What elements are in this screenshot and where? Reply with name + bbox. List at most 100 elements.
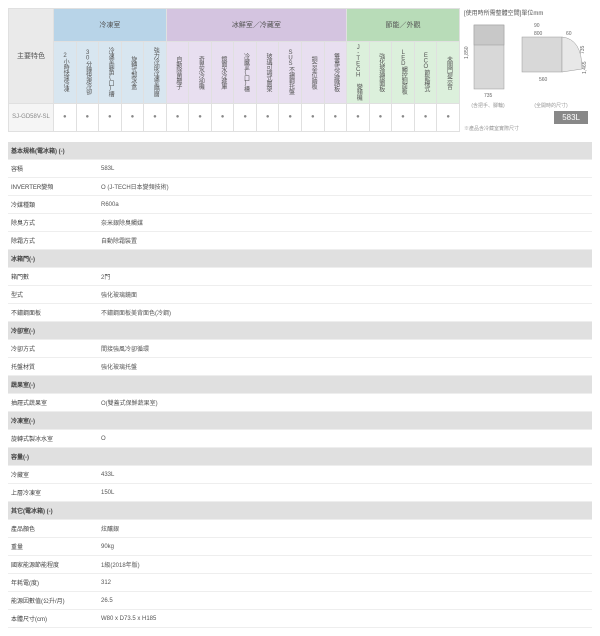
spec-label: 抽屜式蔬果室 <box>8 394 98 412</box>
spec-section-header: 容量(-) <box>8 448 592 466</box>
feature-dot: ● <box>189 103 212 131</box>
feature-dot: ● <box>302 103 325 131</box>
diagram-title: [使用時所需整體空間]單位mm <box>464 8 592 17</box>
spec-section-header: 冷凍室(-) <box>8 412 592 430</box>
feature-dot: ● <box>76 103 99 131</box>
feature-dot: ● <box>121 103 144 131</box>
fig2-note: (全開時的尺寸) <box>514 102 588 109</box>
group-header: 節能／外觀 <box>347 9 460 42</box>
spec-label: 冷藏室 <box>8 466 98 484</box>
spec-label: 除臭方式 <box>8 214 98 232</box>
spec-section-header: 冰箱門(-) <box>8 250 592 268</box>
spec-label: 托盤材質 <box>8 358 98 376</box>
spec-section-header: 冷卻室(-) <box>8 322 592 340</box>
spec-label: 不鏽鋼面板 <box>8 304 98 322</box>
capacity-badge: 583L <box>554 111 588 124</box>
svg-text:1,850: 1,850 <box>464 46 470 59</box>
feature-column: LED觸控制面板 <box>392 41 415 103</box>
spec-value: O (J-TECH日本變頻技術) <box>98 178 592 196</box>
feature-dot: ● <box>279 103 302 131</box>
feature-column: 2小時快速冷凍 <box>54 41 77 103</box>
spec-row: 容積583L <box>8 160 592 178</box>
spec-label: 冷媒種類 <box>8 196 98 214</box>
svg-text:560: 560 <box>539 77 548 83</box>
feature-column: SUS不鏽鋼托盤 <box>279 41 302 103</box>
spec-value: 150L <box>98 484 592 502</box>
spec-row: 除霜方式自動除霜裝置 <box>8 232 592 250</box>
spec-label: 上層冷凍室 <box>8 484 98 502</box>
spec-row: 型式強化玻璃鏡面 <box>8 286 592 304</box>
spec-row: 冷媒種類R600a <box>8 196 592 214</box>
feature-dot: ● <box>166 103 189 131</box>
feature-dot: ● <box>54 103 77 131</box>
spec-label: 國家能源節能程度 <box>8 556 98 574</box>
feature-column: 旋轉式製冰盒 <box>121 41 144 103</box>
spec-row: 年耗電(度)312 <box>8 574 592 592</box>
dimension-diagram: [使用時所需整體空間]單位mm 1,850 735 (含把手、腳輪) 90 80… <box>464 8 592 132</box>
spec-value: 583L <box>98 160 592 178</box>
feature-column: 銅合金位踏板 <box>302 41 325 103</box>
spec-row: INVERTER變頻O (J-TECH日本變頻技術) <box>8 178 592 196</box>
feature-dot: ● <box>369 103 392 131</box>
feature-column: 強化玻璃鏡面板 <box>369 41 392 103</box>
fig1-note: (含把手、腳輪) <box>464 102 512 109</box>
spec-row: 本體尺寸(cm)W80 x D73.5 x H185 <box>8 610 592 628</box>
spec-label: 冷卻方式 <box>8 340 98 358</box>
spec-label: 除霜方式 <box>8 232 98 250</box>
feature-column: J-TECH 變頻機 <box>347 41 370 103</box>
front-view-icon: 1,850 735 <box>464 19 512 99</box>
feature-dot: ● <box>256 103 279 131</box>
spec-row: 不鏽鋼面板不鏽鋼面板美背面色(冷鋼) <box>8 304 592 322</box>
svg-text:800: 800 <box>534 31 543 37</box>
spec-value: 自動除霜裝置 <box>98 232 592 250</box>
spec-value: R600a <box>98 196 592 214</box>
spec-row: 冷藏室433L <box>8 466 592 484</box>
feature-dot: ● <box>99 103 122 131</box>
feature-column: 冷凍室圓角(口)槽 <box>99 41 122 103</box>
svg-text:90: 90 <box>534 23 540 29</box>
svg-text:60: 60 <box>566 31 572 37</box>
feature-column: ECO節能模式 <box>414 41 437 103</box>
spec-section-header: 其它(電冰箱) (-) <box>8 502 592 520</box>
feature-dot: ● <box>144 103 167 131</box>
spec-row: 冷卻方式間接強風冷卻循環 <box>8 340 592 358</box>
spec-table: 基本規格(電冰箱) (-)容積583LINVERTER變頻O (J-TECH日本… <box>8 142 592 628</box>
spec-row: 抽屜式蔬果室O(雙蓋式保鮮蔬果室) <box>8 394 592 412</box>
feature-column: 30分鐘快速冷卻 <box>76 41 99 103</box>
spec-row: 托盤材質強化玻璃托盤 <box>8 358 592 376</box>
feature-dot: ● <box>437 103 460 131</box>
spec-row: 產品顏色炫釀銀 <box>8 520 592 538</box>
spec-row: 箱門數2門 <box>8 268 592 286</box>
spec-row: 旋轉式製冰水室O <box>8 430 592 448</box>
spec-value: 26.5 <box>98 592 592 610</box>
feature-column: 冷藏室(口)槽 <box>234 41 257 103</box>
spec-value: 433L <box>98 466 592 484</box>
spec-label: 旋轉式製冰水室 <box>8 430 98 448</box>
svg-text:735: 735 <box>580 45 586 54</box>
spec-value: 312 <box>98 574 592 592</box>
diagram-subnote: ※產品含冷藏室實際尺寸 <box>464 125 592 132</box>
spec-label: 重量 <box>8 538 98 556</box>
spec-row: 上層冷凍室150L <box>8 484 592 502</box>
spec-label: 能源因數值(公升/月) <box>8 592 98 610</box>
feature-column: 鏡面水冷藏庫 <box>211 41 234 103</box>
spec-value: 強化玻璃鏡面 <box>98 286 592 304</box>
feature-dot: ● <box>211 103 234 131</box>
spec-value: 1級(2018年版) <box>98 556 592 574</box>
feature-column: 奇異水冷卻機 <box>189 41 212 103</box>
spec-value: O(雙蓋式保鮮蔬果室) <box>98 394 592 412</box>
model-name: SJ-GD58V-SL <box>9 103 54 131</box>
feature-column: 自動除菌離子 <box>166 41 189 103</box>
spec-label: 產品顏色 <box>8 520 98 538</box>
spec-value: 炫釀銀 <box>98 520 592 538</box>
group-header: 冰鮮室／冷藏室 <box>166 9 346 42</box>
feature-dot: ● <box>392 103 415 131</box>
spec-row: 重量90kg <box>8 538 592 556</box>
spec-section-header: 蔬果室(-) <box>8 376 592 394</box>
feature-dot: ● <box>347 103 370 131</box>
group-header: 冷凍室 <box>54 9 167 42</box>
spec-value: 2門 <box>98 268 592 286</box>
feature-column: 強力冷卻冷凍室隔層 <box>144 41 167 103</box>
spec-row: 能源因數值(公升/月)26.5 <box>8 592 592 610</box>
spec-row: 國家能源節能程度1級(2018年版) <box>8 556 592 574</box>
